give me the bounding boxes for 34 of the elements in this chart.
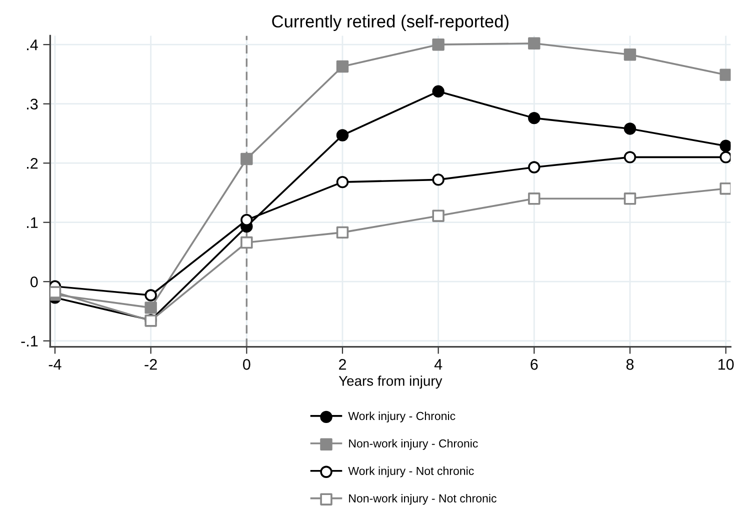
x-tick-label: 2 bbox=[339, 359, 346, 370]
y-tick-label: .1 bbox=[27, 217, 38, 228]
point bbox=[624, 48, 636, 61]
x-tick-label: 6 bbox=[530, 359, 538, 370]
chart-title: Currently retired (self-reported) bbox=[272, 14, 508, 31]
point bbox=[720, 182, 731, 195]
point bbox=[240, 152, 253, 166]
y-tick-label: .3 bbox=[27, 98, 38, 110]
point bbox=[50, 286, 62, 298]
point bbox=[144, 302, 157, 314]
x-axis-title: Years from injury bbox=[338, 376, 442, 389]
point bbox=[336, 226, 349, 239]
x-tick-label: -2 bbox=[144, 359, 157, 370]
legend-label: Work injury - Chronic bbox=[348, 412, 456, 422]
point bbox=[432, 210, 444, 222]
y-tick-label: 0 bbox=[30, 276, 38, 288]
point bbox=[720, 68, 731, 81]
x-tick-label: -4 bbox=[48, 359, 62, 370]
y-tick-label: -.1 bbox=[21, 336, 38, 346]
legend-label: Non-work injury - Chronic bbox=[349, 439, 478, 450]
legend-label: Work injury - Not chronic bbox=[348, 466, 474, 478]
y-tick-label: .2 bbox=[27, 158, 38, 169]
x-tick-label: 10 bbox=[718, 359, 734, 370]
x-tick-label: 0 bbox=[242, 359, 250, 370]
point bbox=[432, 38, 444, 51]
y-tick-label: .4 bbox=[27, 40, 38, 50]
x-tick-label: 4 bbox=[434, 359, 442, 370]
point bbox=[528, 192, 540, 205]
legend-label: Non-work injury - Not chronic bbox=[349, 494, 496, 505]
point bbox=[240, 236, 253, 249]
point bbox=[336, 60, 349, 73]
point bbox=[624, 192, 636, 205]
x-tick-label: 8 bbox=[626, 359, 634, 370]
point bbox=[528, 37, 540, 50]
